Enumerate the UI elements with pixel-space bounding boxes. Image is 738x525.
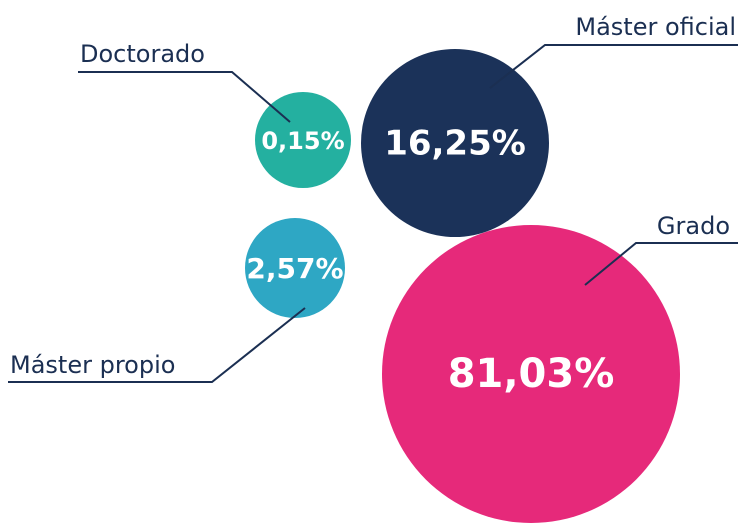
leader-line: [78, 71, 291, 123]
value-label: 16,25%: [384, 124, 526, 164]
category-label: Doctorado: [80, 40, 205, 68]
category-label: Máster oficial: [575, 13, 736, 41]
bubble: [382, 225, 680, 523]
leader-line: [584, 242, 738, 286]
category-label: Grado: [657, 212, 730, 240]
leader-line: [8, 307, 306, 383]
bubble: [361, 49, 549, 237]
value-label: 81,03%: [448, 351, 615, 397]
bubble: [255, 92, 351, 188]
leader-line: [489, 44, 738, 89]
category-label: Máster propio: [10, 351, 175, 379]
value-label: 2,57%: [246, 252, 343, 285]
value-label: 0,15%: [261, 127, 344, 155]
bubble: [245, 218, 345, 318]
